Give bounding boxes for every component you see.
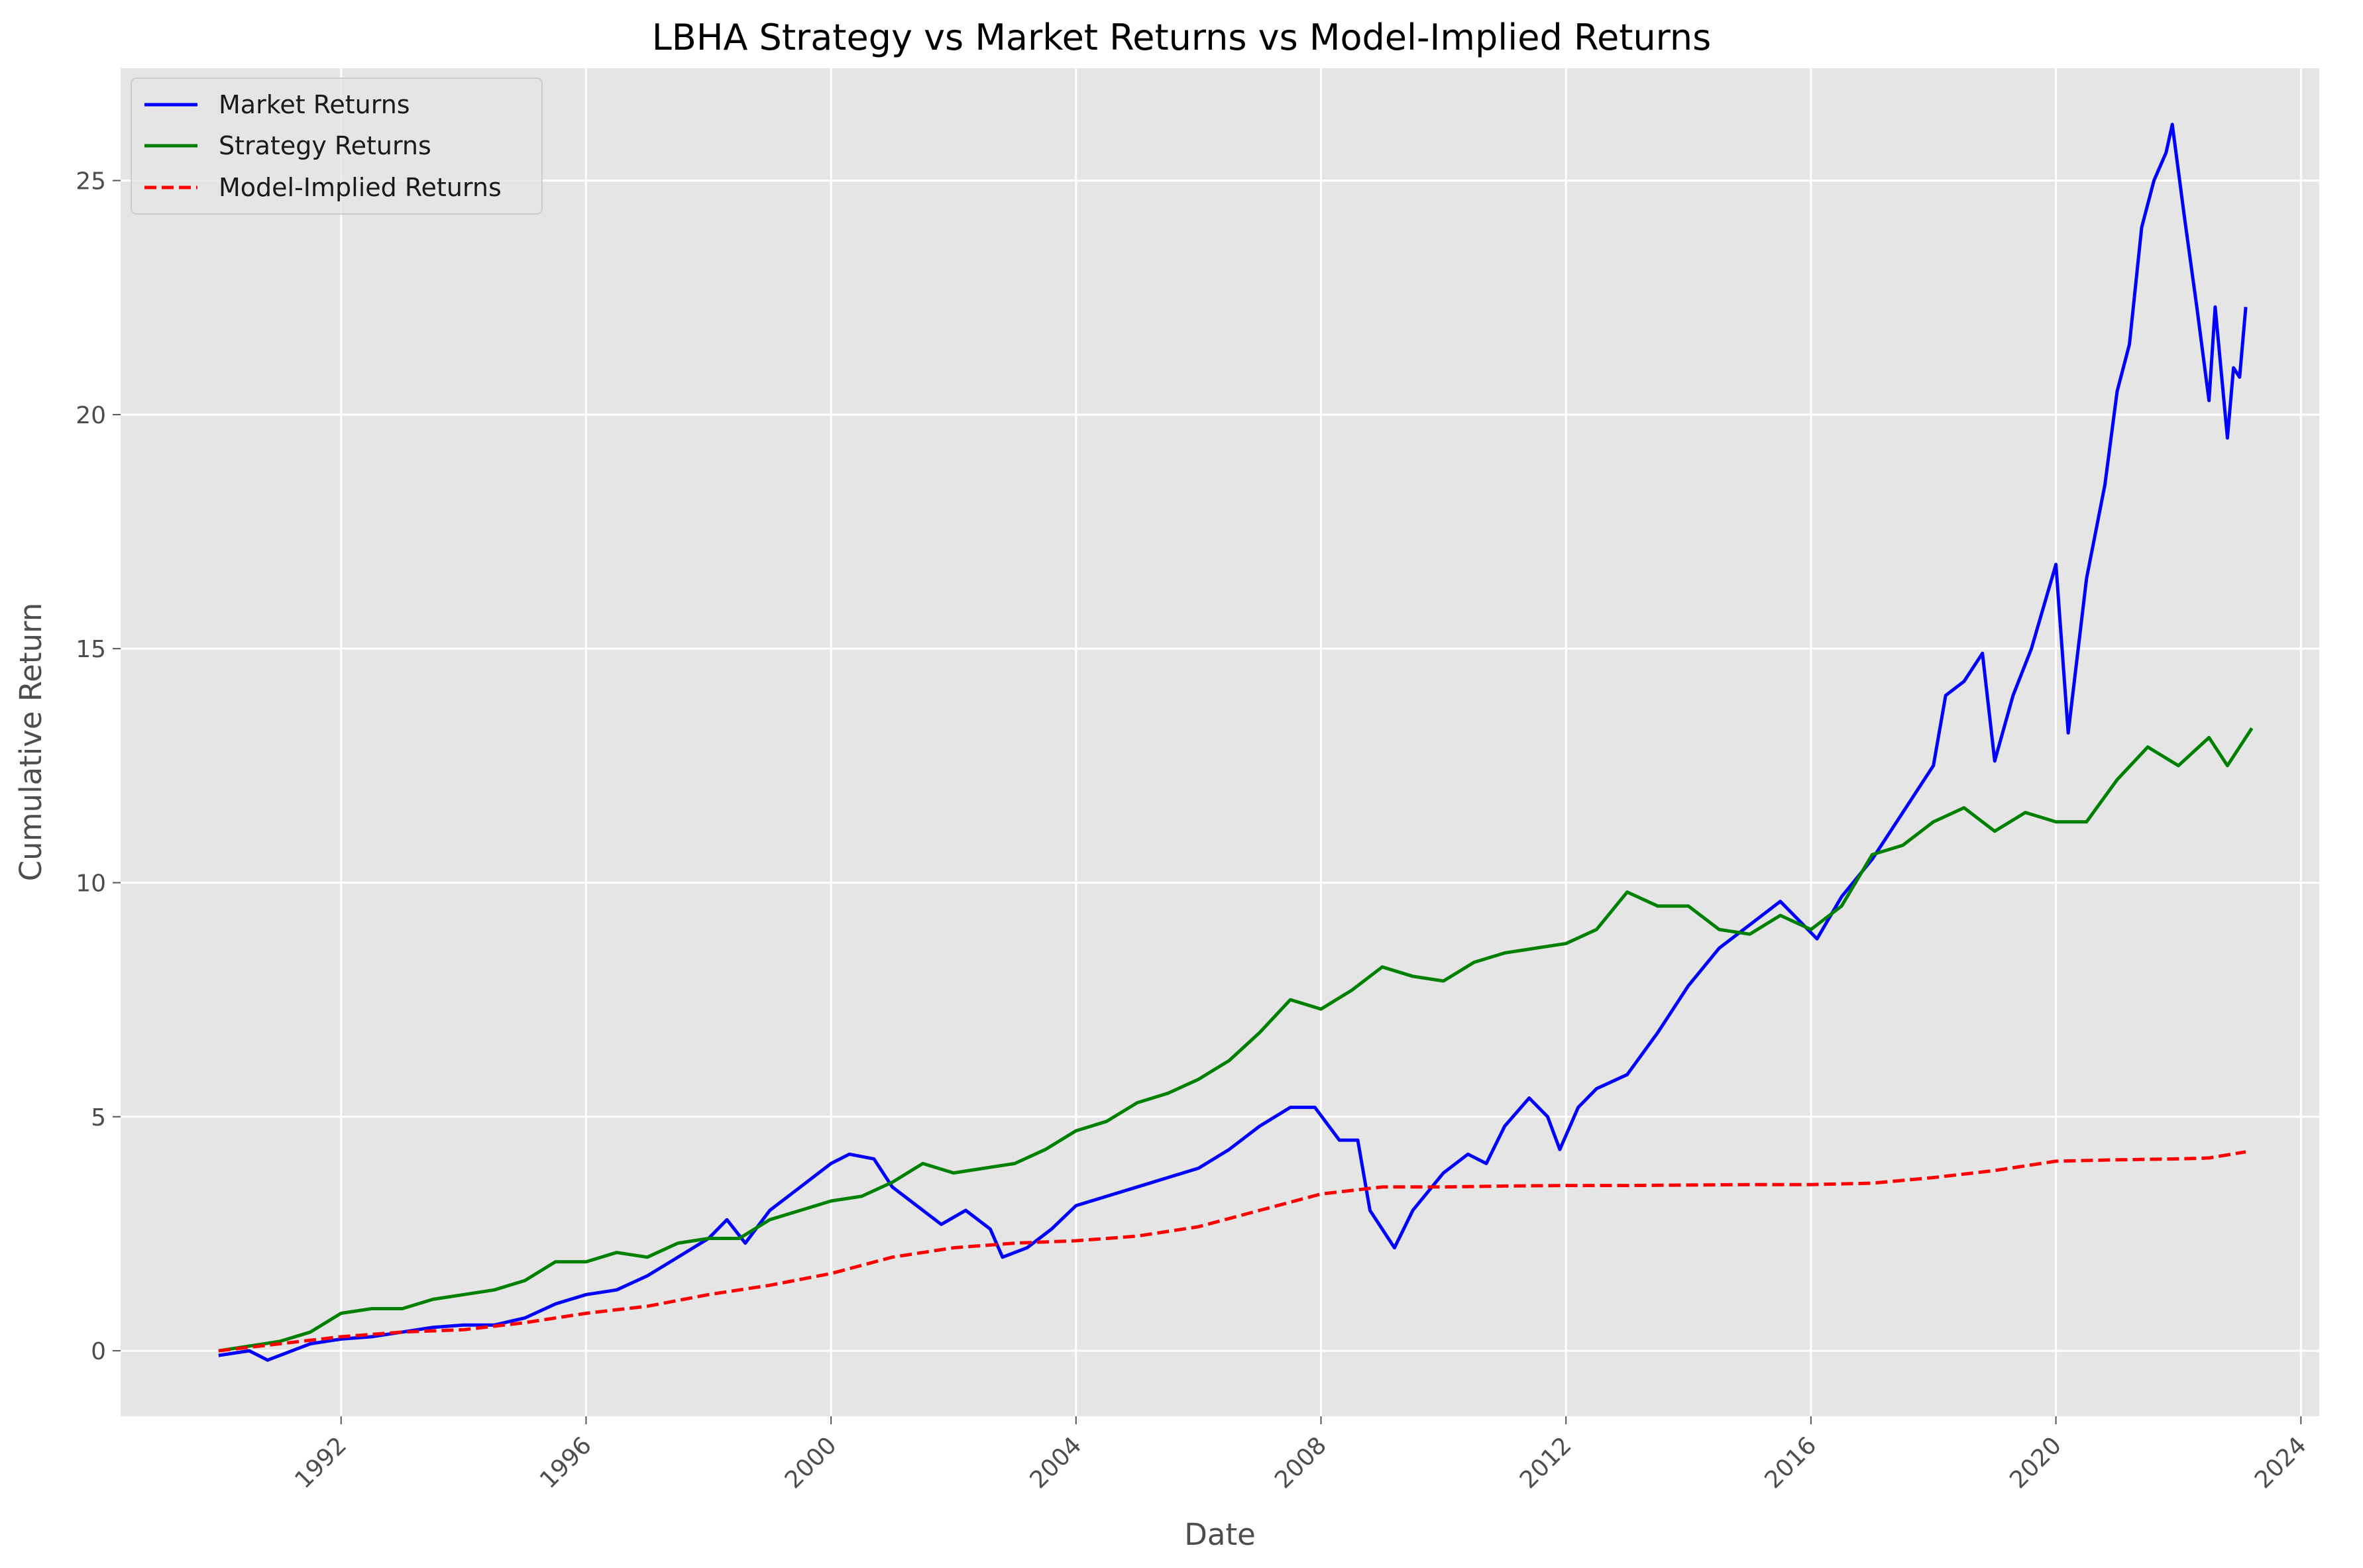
- y-tick-label: 10: [76, 870, 106, 897]
- x-tick-label: 2016: [1760, 1432, 1822, 1494]
- y-tick-label: 25: [76, 168, 106, 195]
- plot-area: [121, 68, 2319, 1416]
- legend-label-model-implied-returns: Model-Implied Returns: [219, 173, 502, 202]
- x-axis-label: Date: [1184, 1517, 1256, 1552]
- x-tick-label: 2024: [2250, 1432, 2312, 1494]
- legend: Market Returns Strategy Returns Model-Im…: [131, 78, 543, 215]
- legend-box: [131, 78, 543, 215]
- y-axis-ticks: 0 5 10 15 20 25: [76, 168, 121, 1365]
- legend-label-strategy-returns: Strategy Returns: [219, 131, 431, 160]
- x-tick-label: 2000: [780, 1432, 842, 1494]
- y-axis-label: Cumulative Return: [13, 603, 48, 881]
- y-tick-label: 15: [76, 636, 106, 663]
- x-tick-label: 2020: [2005, 1432, 2067, 1494]
- y-tick-label: 5: [91, 1104, 106, 1131]
- y-tick-label: 20: [76, 402, 106, 429]
- x-tick-label: 2004: [1024, 1432, 1087, 1494]
- x-tick-label: 1992: [290, 1432, 352, 1494]
- x-tick-label: 1996: [535, 1432, 597, 1494]
- x-axis-ticks: 1992 1996 2000 2004 2008 2012 2016 2020 2024: [290, 1416, 2312, 1494]
- legend-label-market-returns: Market Returns: [219, 90, 410, 119]
- series-line-market-returns: [218, 123, 2248, 1362]
- series-line-strategy-returns: [218, 727, 2254, 1353]
- series-line-model-implied-returns: [218, 1150, 2246, 1353]
- x-tick-label: 2008: [1270, 1432, 1332, 1494]
- chart-title: LBHA Strategy vs Market Returns vs Model…: [652, 17, 1712, 58]
- x-tick-label: 2012: [1515, 1432, 1577, 1494]
- y-tick-label: 0: [91, 1338, 106, 1365]
- grid-lines: [121, 68, 2319, 1416]
- series-lines: [218, 123, 2254, 1362]
